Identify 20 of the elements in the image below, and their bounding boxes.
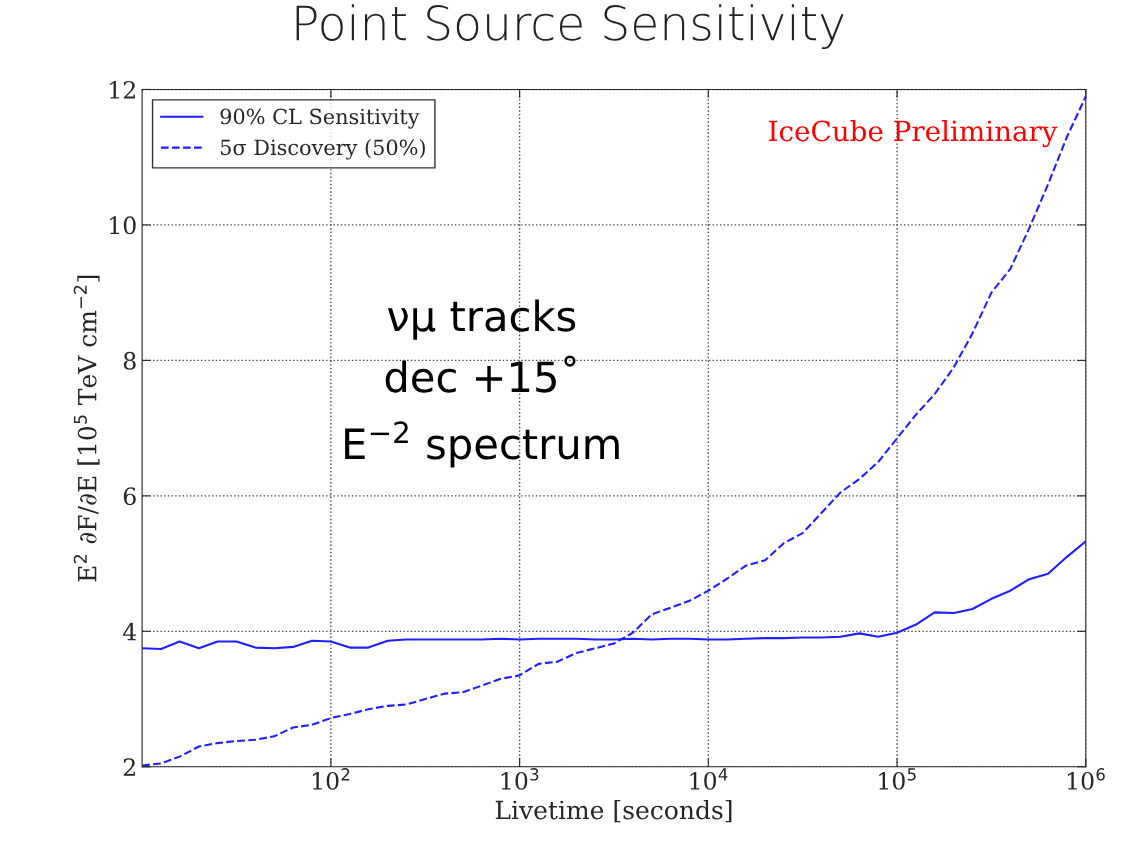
annotation: νμ tracks bbox=[387, 299, 576, 340]
x-tick-label: 10$^{2}$ bbox=[312, 768, 350, 790]
x-tick-label: 10$^{4}$ bbox=[690, 768, 728, 790]
chart-title: Point Source Sensitivity bbox=[296, 4, 844, 50]
x-axis-title: Livetime [seconds] bbox=[495, 800, 732, 823]
annotation: IceCube Preliminary bbox=[769, 119, 1058, 148]
y-tick-label: 10 bbox=[110, 216, 136, 235]
y-tick-label: 2 bbox=[123, 758, 135, 776]
x-tick-label: 10$^{6}$ bbox=[1067, 768, 1105, 790]
x-tick-label: 10$^{5}$ bbox=[879, 768, 916, 790]
y-axis-title: E$^{2}$ ∂F/∂E [10$^{5}$ TeV cm$^{−2}$] bbox=[73, 275, 100, 582]
y-tick-label: 4 bbox=[122, 622, 137, 641]
legend-label: 5σ Discovery (50%) bbox=[220, 139, 425, 160]
y-tick-label: 6 bbox=[123, 487, 136, 506]
y-tick-label: 8 bbox=[123, 351, 136, 370]
y-tick-label: 12 bbox=[110, 80, 135, 99]
x-tick-label: 10$^{3}$ bbox=[501, 768, 539, 790]
legend-label: 90% CL Sensitivity bbox=[220, 108, 420, 129]
annotation: dec +15˚ bbox=[385, 355, 576, 393]
annotation: E$^{−2}$ spectrum bbox=[345, 421, 619, 468]
